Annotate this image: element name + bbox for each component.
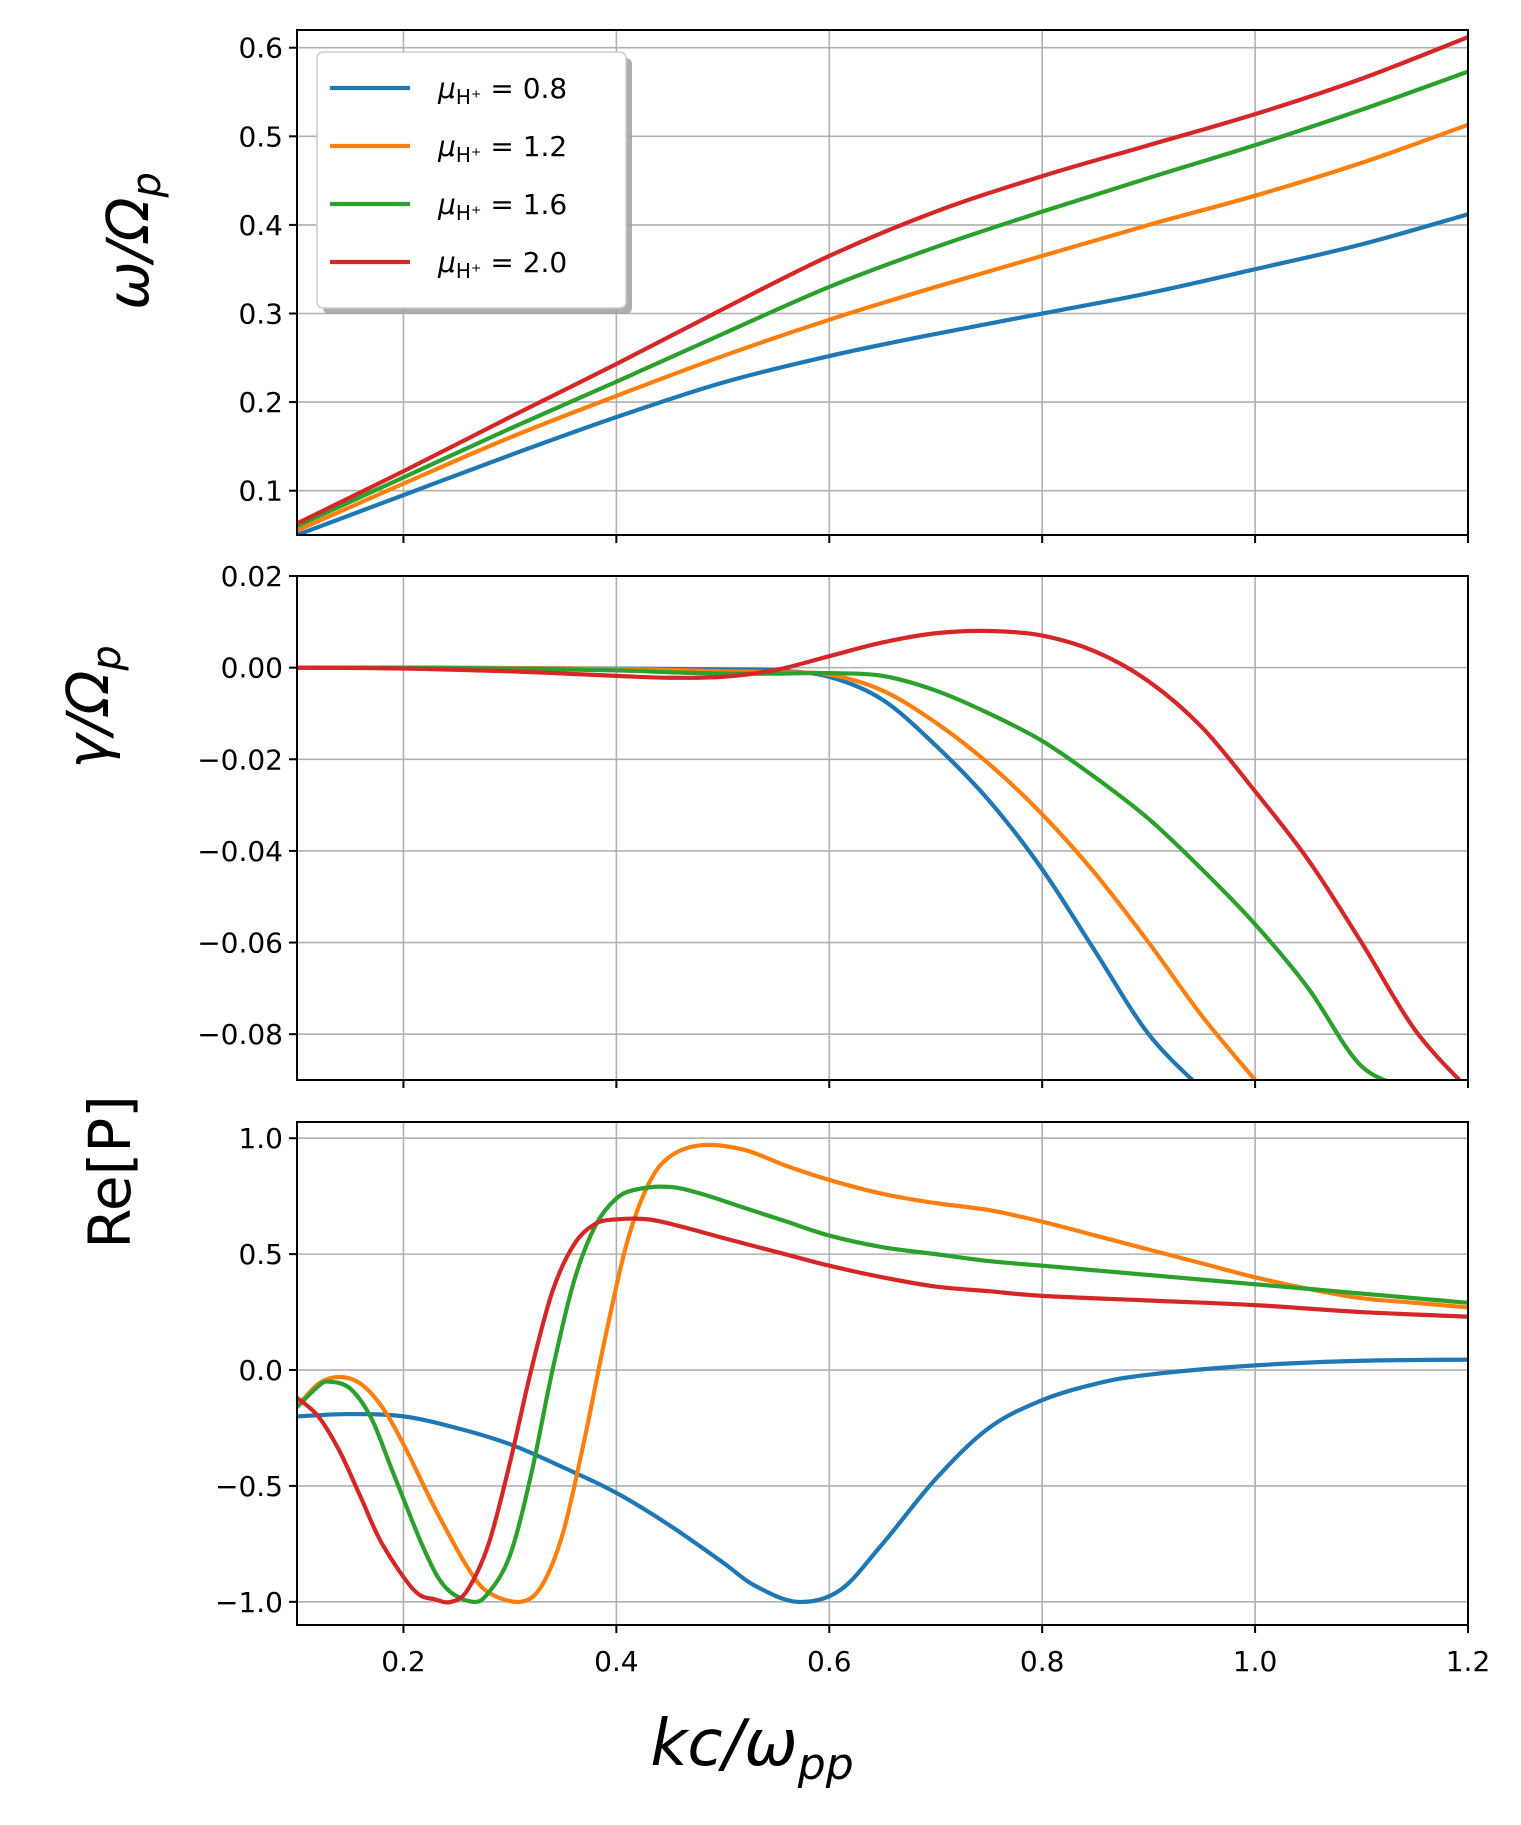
polarization-y-tick-label: −1.0 [215,1586,283,1619]
polarization-series-h-0-8 [297,1357,1468,1605]
frequency-series-h-2-0 [297,35,1468,526]
polarization-y-tick-label: 1.0 [238,1122,283,1155]
polarization-series-h-2-0 [297,1216,1468,1605]
frequency-lines [297,35,1468,535]
frequency-y-tick-label: 0.6 [238,32,283,65]
growth-rate-series-h-2-0 [297,628,1463,1080]
x-axis-label: kc/ωpp [650,1707,853,1790]
growth-rate-y-tick-label: −0.08 [197,1018,283,1051]
legend: μH⁺ = 0.8 μH⁺ = 1.2 μH⁺ = 1.6 μH⁺ = 2.0 [316,51,632,314]
polarization-panel: 0.2 0.4 0.6 0.8 1.0 1.2 1.0 0.5 0.0 −0.5 −1.0 [215,1121,1490,1678]
legend-box [316,51,627,309]
frequency-series-h-0-8 [297,212,1468,535]
growth-rate-panel: 0.02 0.00 −0.02 −0.04 −0.06 −0.08 [197,560,1469,1088]
growth-rate-grid [297,575,1469,1080]
legend-label-0-8: μH⁺ = 0.8 [437,72,567,109]
growth-rate-ylabel: γ/Ωp [54,645,130,769]
growth-rate-axes-frame [296,575,1469,1081]
frequency-y-tick-label: 0.2 [238,386,283,419]
polarization-lines [297,1142,1468,1605]
x-tick-label-0-8: 0.8 [1020,1645,1065,1678]
polarization-series-h-1-6 [297,1184,1468,1605]
frequency-y-tick-label: 0.5 [238,120,283,153]
growth-rate-series-h-0-8 [297,665,1196,1080]
polarization-y-tick-label: 0.5 [238,1238,283,1271]
growth-rate-series-h-1-2 [297,665,1257,1080]
polarization-axes-frame [296,1121,1469,1626]
legend-label-1-2: μH⁺ = 1.2 [437,130,567,167]
x-tick-label-1-2: 1.2 [1446,1645,1491,1678]
frequency-y-tick-label: 0.4 [238,209,283,242]
growth-rate-y-tick-label: −0.02 [197,743,283,776]
legend-label-2-0: μH⁺ = 2.0 [437,246,567,283]
frequency-series-h-1-6 [297,69,1468,529]
x-tick-label-0-6: 0.6 [807,1645,852,1678]
frequency-ticks: 0.1 0.2 0.3 0.4 0.5 0.6 [238,32,1469,543]
polarization-series-h-1-2 [297,1142,1468,1605]
growth-rate-y-tick-label: 0.00 [221,652,283,685]
polarization-y-tick-label: −0.5 [215,1470,283,1503]
polarization-grid [297,1122,1469,1625]
frequency-y-tick-label: 0.1 [238,475,283,508]
growth-rate-y-tick-label: 0.02 [221,560,283,593]
legend-label-1-6: μH⁺ = 1.6 [437,188,567,225]
x-tick-label-1-0: 1.0 [1233,1645,1278,1678]
frequency-y-tick-label: 0.3 [238,298,283,331]
polarization-ylabel: Re[P] [76,1095,144,1249]
legend-entries: μH⁺ = 0.8 μH⁺ = 1.2 μH⁺ = 1.6 μH⁺ = 2.0 [330,72,567,283]
growth-rate-series-h-1-6 [297,665,1391,1080]
growth-rate-lines [297,628,1463,1080]
frequency-ylabel: ω/Ωp [94,172,170,310]
x-tick-label-0-2: 0.2 [381,1645,426,1678]
frequency-axes-frame [296,29,1469,536]
x-tick-label-0-4: 0.4 [594,1645,639,1678]
growth-rate-y-tick-label: −0.06 [197,927,283,960]
polarization-y-tick-label: 0.0 [238,1354,283,1387]
growth-rate-ticks: 0.02 0.00 −0.02 −0.04 −0.06 −0.08 [197,560,1469,1088]
polarization-ticks: 0.2 0.4 0.6 0.8 1.0 1.2 1.0 0.5 0.0 −0.5 −1.0 [215,1122,1490,1678]
frequency-series-h-1-2 [297,122,1468,533]
growth-rate-y-tick-label: −0.04 [197,835,283,868]
